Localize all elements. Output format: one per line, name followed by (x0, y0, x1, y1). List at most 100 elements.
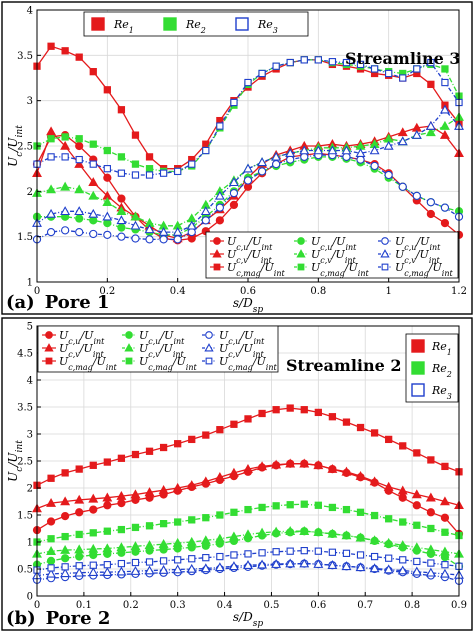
data-point-re2-v (411, 542, 422, 552)
x-tick-label: 0.3 (170, 600, 186, 611)
data-point-re2-mag (286, 501, 294, 509)
data-point-re2-v (116, 206, 127, 216)
data-point-re2-mag (370, 511, 379, 520)
data-point-re3-u (131, 234, 140, 243)
data-point-re2-mag (441, 528, 449, 536)
data-point-re1-v (60, 496, 71, 506)
data-point-re3-mag (174, 167, 182, 176)
x-tick-label: 0.6 (310, 600, 326, 611)
data-point-re3-mag (75, 562, 83, 570)
data-point-re2-mag (399, 518, 407, 526)
x-tick-label: 0 (34, 600, 40, 611)
data-point-re2-v (327, 528, 338, 538)
data-point-re1-v (60, 140, 71, 150)
data-point-re1-v (397, 485, 408, 495)
data-point-re3-u (243, 176, 253, 185)
data-point-re3-v (144, 224, 155, 234)
data-point-re1-mag (131, 131, 140, 139)
data-point-re3-v (102, 211, 113, 221)
legend-label: Re3 (431, 384, 452, 401)
data-point-re2-v (313, 527, 324, 537)
data-point-re2-v (46, 184, 57, 194)
data-point-re2-mag (159, 520, 168, 528)
data-point-re3-v (299, 558, 310, 568)
data-point-re1-mag (202, 431, 210, 439)
legend-label: Uc,u/Uint (139, 329, 185, 346)
data-point-re2-v (88, 543, 99, 553)
data-point-re1-mag (188, 435, 196, 444)
data-point-re2-mag (202, 514, 210, 522)
series-re3-mag (33, 547, 463, 574)
data-point-re2-mag (174, 518, 182, 526)
data-point-re3-u (412, 191, 421, 200)
data-point-re3-v (60, 206, 71, 216)
data-point-re1-mag (47, 474, 55, 482)
data-point-re3-u (286, 155, 295, 164)
data-point-re1-u (89, 505, 98, 514)
legend-label: Uc,mag/Uint (311, 261, 369, 278)
data-point-re3-v (186, 563, 197, 573)
data-point-re3-v (425, 567, 436, 577)
data-point-re2-mag (385, 515, 393, 523)
y-tick-label: 2 (27, 187, 33, 198)
data-point-re1-mag (89, 461, 97, 469)
data-point-re1-u (440, 513, 450, 522)
legend-reynolds: Re1 Re2 Re3 (83, 11, 309, 37)
data-point-re3-mag (230, 551, 238, 559)
series-re1-v (32, 458, 464, 513)
x-tick-label: 1 (385, 286, 391, 297)
data-point-re3-v (439, 104, 450, 114)
data-point-re1-mag (89, 68, 97, 76)
data-point-re2-v (425, 127, 436, 137)
data-point-re3-mag (314, 56, 322, 64)
data-point-re3-mag (385, 69, 393, 78)
data-point-re2-mag (244, 505, 252, 514)
data-point-re1-v (243, 463, 253, 473)
data-point-re3-mag (427, 58, 435, 67)
data-point-re2-mag (89, 140, 97, 148)
data-point-re1-v (130, 489, 141, 499)
data-point-re1-u (229, 200, 239, 210)
data-point-re3-mag (216, 122, 224, 130)
data-point-re1-v (200, 476, 211, 486)
data-point-re3-mag (159, 169, 168, 177)
data-point-re2-mag (47, 135, 55, 143)
data-point-re3-u (257, 167, 267, 176)
data-point-re2-mag (89, 529, 97, 537)
data-point-re2-v (200, 535, 211, 545)
y-tick-label: 3 (27, 96, 33, 107)
legend-label: Uc,mag/Uint (219, 355, 277, 372)
chart-title: Streamline 2 (286, 356, 402, 375)
legend-label: Uc,v/Uint (219, 342, 265, 359)
data-point-re1-v (299, 458, 310, 468)
x-tick-label: 0.2 (123, 600, 139, 611)
data-point-re3-u (272, 160, 281, 169)
x-tick-label: 0.7 (357, 600, 373, 611)
data-point-re3-mag (272, 548, 280, 556)
legend-marker (213, 263, 221, 271)
legend-marker (205, 331, 213, 339)
data-point-re2-mag (413, 521, 421, 529)
data-point-re3-v (285, 558, 296, 568)
data-point-re3-v (355, 148, 366, 158)
data-point-re2-u (61, 554, 70, 563)
data-point-re3-mag (286, 547, 294, 555)
data-point-re1-mag (314, 408, 322, 417)
legend-marker (125, 357, 133, 365)
legend-marker (235, 17, 249, 31)
y-tick-label: 4 (27, 376, 33, 387)
data-point-re2-v (257, 527, 268, 537)
data-point-re3-v (383, 564, 394, 574)
y-tick-label: 2.5 (17, 142, 33, 153)
legend-label: Re3 (257, 18, 278, 35)
data-point-re1-mag (427, 456, 435, 464)
data-point-re3-mag (159, 557, 168, 565)
data-point-re3-v (327, 145, 338, 155)
data-point-re2-v (186, 536, 197, 546)
data-point-re3-v (130, 220, 141, 230)
data-point-re3-v (369, 563, 380, 573)
data-point-re1-mag (117, 454, 126, 462)
x-axis-label: s/Dsp (233, 610, 263, 629)
data-point-re1-u (117, 194, 126, 203)
legend-label: Uc,mag/Uint (139, 355, 197, 372)
